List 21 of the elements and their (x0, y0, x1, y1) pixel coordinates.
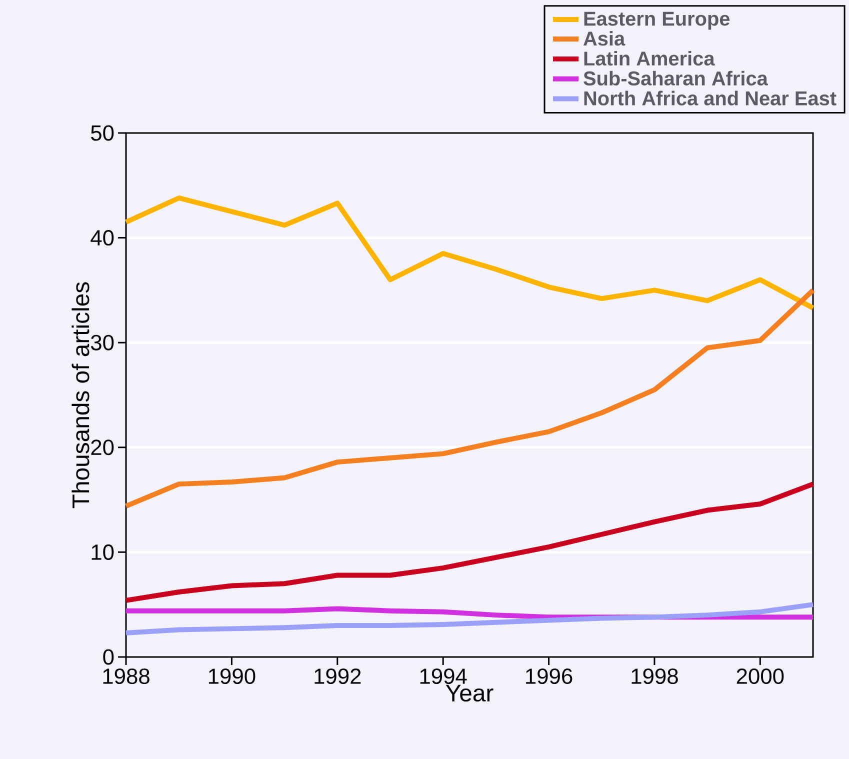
legend-label: Asia (583, 31, 626, 46)
legend-label: North Africa and Near East (584, 90, 836, 106)
y-tick-label: 0 (103, 649, 114, 665)
x-tick-label: 1998 (632, 668, 678, 684)
y-tick-label: 30 (90, 334, 114, 350)
x-tick-label: 1996 (526, 668, 572, 684)
legend-label: Latin America (584, 50, 715, 66)
x-tick-label: 1990 (208, 668, 256, 684)
y-tick-label: 40 (90, 230, 114, 246)
x-axis-title: Year (446, 684, 494, 702)
y-tick-label: 20 (91, 440, 114, 456)
legend-label: Eastern Europe (584, 12, 730, 30)
x-tick-label: 1988 (103, 668, 150, 684)
line-series (124, 602, 816, 636)
x-tick-label: 1992 (314, 668, 361, 684)
legend-label: Sub-Saharan Africa (584, 70, 768, 86)
x-tick-label: 1994 (420, 668, 467, 684)
y-axis-title: Thousands of articles (72, 282, 90, 508)
x-tick-label: 2000 (736, 668, 784, 684)
y-tick-label: 50 (91, 125, 114, 141)
y-tick-label: 10 (92, 544, 114, 560)
